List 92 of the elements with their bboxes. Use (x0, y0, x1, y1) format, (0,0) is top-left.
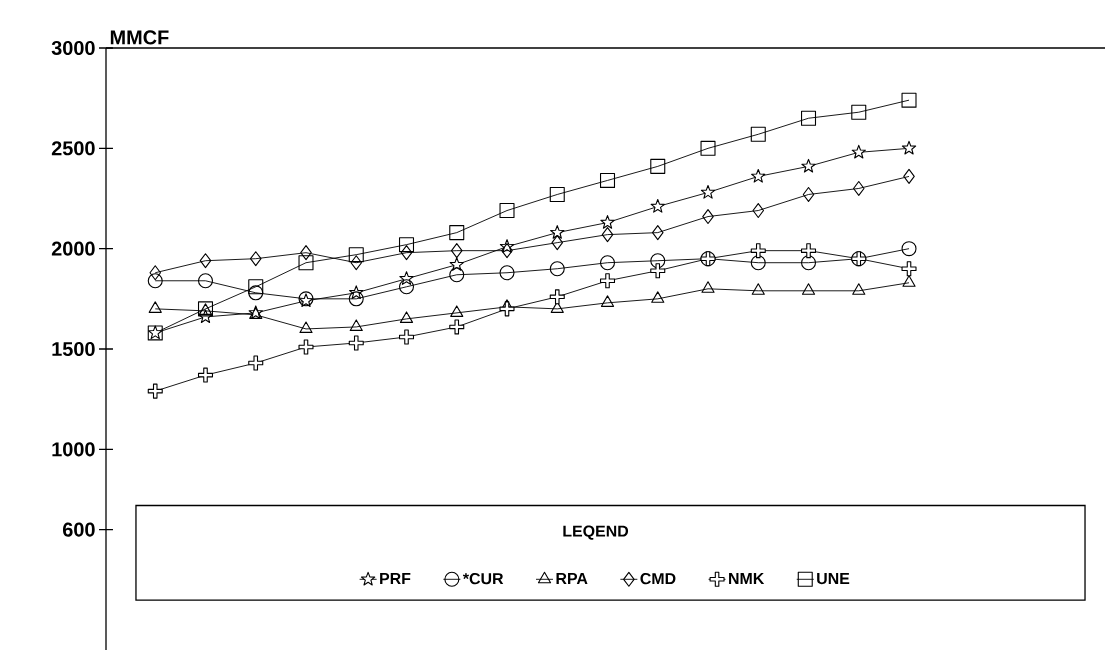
point (851, 104, 867, 120)
point (349, 319, 363, 331)
point (601, 227, 614, 243)
legend-label: RPA (556, 573, 588, 585)
point (499, 203, 515, 219)
point (750, 126, 766, 142)
y-axis-title: MMCF (110, 30, 169, 45)
point (751, 168, 766, 183)
point (197, 273, 214, 289)
point (197, 367, 214, 383)
point (147, 273, 163, 289)
point (300, 245, 312, 261)
point (700, 184, 716, 199)
point (499, 301, 515, 317)
point (450, 243, 463, 259)
point (801, 283, 816, 295)
point (449, 225, 465, 241)
legend-label: PRF (380, 573, 411, 585)
point (348, 247, 364, 263)
point (903, 168, 915, 184)
point (549, 261, 565, 277)
point (600, 295, 615, 307)
point (298, 339, 314, 355)
point (650, 263, 666, 279)
point (801, 255, 817, 271)
legend-label: *CUR (462, 572, 504, 585)
point (147, 383, 163, 399)
point (750, 243, 766, 259)
point (650, 253, 666, 269)
y-tick-label: 2500 (51, 141, 95, 156)
legend-title: LEQEND (563, 525, 629, 540)
legend-label: CMD (640, 572, 676, 585)
point (650, 199, 665, 213)
y-tick-label: 2000 (51, 241, 95, 256)
point (599, 273, 616, 289)
point (400, 245, 413, 261)
point (752, 203, 765, 219)
y-tick-label: 3000 (51, 40, 95, 56)
point (901, 92, 917, 108)
point (149, 265, 162, 281)
point (901, 140, 917, 155)
legend-label: UNE (817, 573, 850, 585)
point (651, 291, 665, 303)
point (248, 355, 264, 371)
point (801, 243, 817, 259)
point (549, 186, 565, 202)
point (751, 283, 765, 295)
point (249, 251, 262, 267)
point (350, 255, 363, 271)
point (852, 283, 866, 295)
point (901, 261, 917, 277)
y-tick-label: 1500 (52, 341, 95, 357)
point (449, 319, 465, 335)
point (499, 265, 515, 281)
point (851, 144, 866, 159)
point (600, 215, 615, 229)
point (650, 158, 666, 174)
point (651, 225, 664, 241)
point (551, 235, 564, 251)
point (398, 329, 415, 345)
point (700, 140, 716, 156)
point (599, 255, 616, 271)
point (852, 180, 865, 196)
point (449, 267, 465, 283)
point (450, 305, 464, 317)
point (199, 253, 212, 269)
point (348, 335, 364, 351)
point (348, 291, 364, 307)
point (550, 225, 565, 239)
legend-label: NMK (729, 573, 765, 585)
point (750, 255, 766, 271)
point (398, 279, 415, 295)
point (902, 275, 916, 287)
point (298, 255, 314, 271)
point (299, 321, 313, 333)
point (549, 289, 565, 305)
point (398, 237, 415, 253)
point (248, 279, 264, 295)
point (501, 243, 513, 259)
point (599, 172, 616, 188)
point (801, 158, 816, 173)
point (399, 311, 414, 323)
point (148, 301, 162, 313)
point (901, 241, 917, 257)
point (801, 110, 817, 126)
point (550, 301, 564, 313)
y-tick-label: 1000 (52, 442, 95, 457)
point (701, 281, 715, 293)
y-tick-label: 600 (63, 522, 95, 537)
point (248, 285, 264, 301)
point (802, 186, 815, 202)
point (702, 209, 714, 225)
